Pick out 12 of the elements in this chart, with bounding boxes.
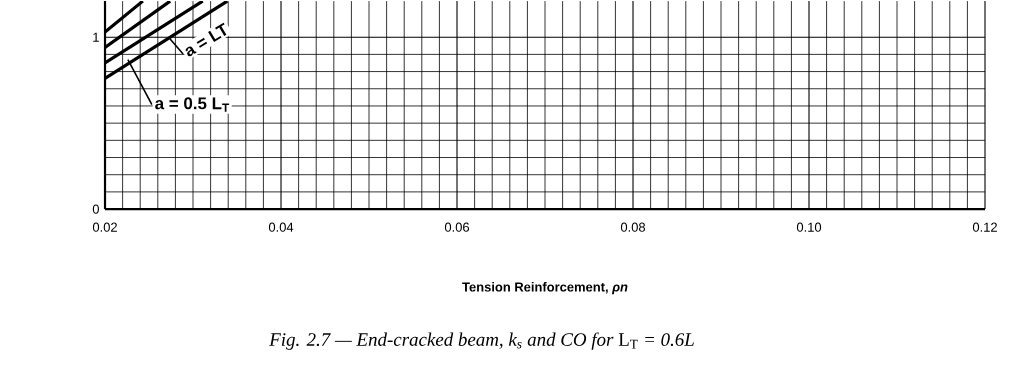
y-tick-label: 1 xyxy=(93,32,99,42)
x-tick-label: 0.06 xyxy=(444,222,470,232)
x-tick-label: 0.02 xyxy=(92,222,117,232)
x-tick-label: 0.08 xyxy=(620,222,646,232)
y-tick-label: 0 xyxy=(92,204,99,214)
x-tick-label: 0.12 xyxy=(972,222,997,232)
x-tick-label: 0.10 xyxy=(796,222,822,232)
x-axis-title: Tension Reinforcement, ρn xyxy=(462,282,628,295)
annotation: a = LT xyxy=(185,22,227,57)
annotation: a = 0.5 L$_{T}$ xyxy=(155,97,230,112)
chart-title: Fig. 2.7 — End-cracked beam, k$_{s}$ and CO for L$_{T}$ = 0.6L xyxy=(269,332,694,350)
x-tick-label: 0.04 xyxy=(268,222,294,232)
